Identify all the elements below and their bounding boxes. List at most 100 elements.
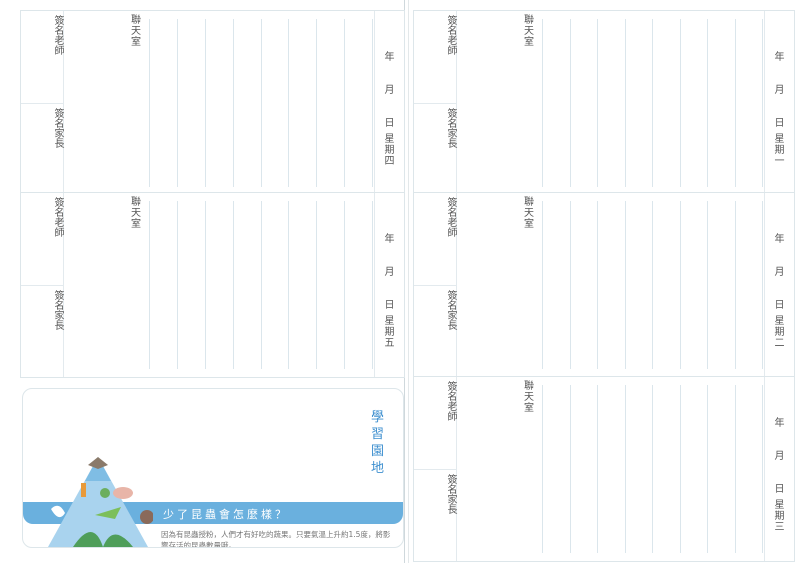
ruled-line	[149, 201, 150, 369]
weekday-text: 星期	[774, 134, 785, 157]
month-label: 月	[384, 266, 395, 278]
ruled-line	[569, 201, 571, 369]
pig-icon	[113, 487, 133, 499]
chat-room-label: 聯天室	[524, 197, 534, 230]
weekday-text: 星期	[384, 134, 395, 157]
weekday-text: 三	[774, 522, 785, 534]
day-entry: 簽名老師 簽名家長 聯天室 年 月 日 星期一	[413, 10, 795, 196]
parent-signature-box[interactable]: 簽名家長	[21, 285, 63, 377]
writing-lines[interactable]	[149, 201, 373, 369]
weekday-label: 星期二	[765, 316, 794, 349]
writing-lines[interactable]	[542, 19, 763, 187]
parent-label: 家長	[52, 310, 63, 330]
teacher-signature-box[interactable]: 簽名老師	[21, 193, 63, 285]
ruled-line	[344, 19, 346, 187]
beetle-icon	[140, 510, 153, 524]
ruled-line	[316, 201, 318, 369]
date-column: 年 月 日 星期五	[374, 193, 404, 377]
weekday-text: 星期	[774, 316, 785, 339]
chat-room-label: 聯天室	[524, 15, 534, 48]
ruled-line	[372, 201, 373, 369]
weekday-label: 星期三	[765, 500, 794, 533]
ruled-line	[762, 385, 763, 553]
month-label: 月	[774, 84, 785, 96]
year-label: 年	[384, 233, 395, 245]
writing-lines[interactable]	[542, 385, 763, 553]
day-label: 日	[774, 300, 785, 312]
ruled-line	[288, 19, 290, 187]
signature-label: 簽名	[445, 15, 456, 35]
ruled-line	[232, 201, 234, 369]
weekday-text: 星期	[774, 500, 785, 523]
teacher-label: 老師	[445, 217, 456, 237]
signature-column: 簽名老師 簽名家長	[21, 11, 64, 195]
writing-lines[interactable]	[149, 19, 373, 187]
teacher-signature-box[interactable]: 簽名老師	[414, 11, 456, 103]
learning-corner: 學習園地 少了昆蟲會怎麼樣？ 因為有昆蟲授粉，人們才有好吃的蔬果。只要氣溫上升約…	[22, 388, 404, 548]
weekday-text: 一	[774, 156, 785, 168]
teacher-label: 老師	[52, 217, 63, 237]
ruled-line	[597, 201, 598, 369]
weekday-label: 星期一	[765, 134, 794, 167]
writing-lines[interactable]	[542, 201, 763, 369]
signature-column: 簽名老師 簽名家長	[414, 377, 457, 561]
year-label: 年	[774, 417, 785, 429]
ruled-line	[372, 19, 373, 187]
signature-label: 簽名	[52, 197, 63, 217]
ruled-line	[679, 385, 681, 553]
day-label: 日	[384, 118, 395, 130]
signature-label: 簽名	[445, 108, 456, 128]
teacher-signature-box[interactable]: 簽名老師	[21, 11, 63, 103]
ruled-line	[734, 19, 736, 187]
ruled-line	[542, 19, 543, 187]
learning-corner-body: 因為有昆蟲授粉，人們才有好吃的蔬果。只要氣溫上升約1.5度，將影響存活的昆蟲數量…	[161, 530, 391, 548]
parent-signature-box[interactable]: 簽名家長	[414, 469, 456, 561]
ruled-line	[316, 19, 318, 187]
ruled-line	[597, 19, 598, 187]
parent-signature-box[interactable]: 簽名家長	[414, 285, 456, 377]
ruled-line	[204, 201, 206, 369]
ruled-line	[652, 385, 653, 553]
ruled-line	[260, 201, 262, 369]
left-page: 簽名老師 簽名家長 聯天室 年 月 日 星期四 簽名老師 簽名家長 聯天室 年 …	[20, 0, 405, 563]
signature-label: 簽名	[445, 197, 456, 217]
parent-label: 家長	[445, 128, 456, 148]
parent-signature-box[interactable]: 簽名家長	[21, 103, 63, 195]
parent-label: 家長	[52, 128, 63, 148]
ruled-line	[652, 201, 653, 369]
frog-icon	[100, 488, 110, 498]
year-label: 年	[384, 51, 395, 63]
date-column: 年 月 日 星期二	[764, 193, 794, 377]
month-label: 月	[384, 84, 395, 96]
ruled-line	[707, 201, 708, 369]
signature-column: 簽名老師 簽名家長	[414, 193, 457, 377]
ruled-line	[344, 201, 346, 369]
signature-label: 簽名	[52, 15, 63, 35]
teacher-label: 老師	[445, 401, 456, 421]
grasshopper-icon	[95, 507, 121, 519]
ruled-line	[707, 385, 708, 553]
ruled-line	[542, 385, 543, 553]
parent-label: 家長	[445, 494, 456, 514]
ruled-line	[679, 19, 681, 187]
date-column: 年 月 日 星期三	[764, 377, 794, 561]
year-label: 年	[774, 233, 785, 245]
ruled-line	[734, 201, 736, 369]
ruled-line	[597, 385, 598, 553]
parent-signature-box[interactable]: 簽名家長	[414, 103, 456, 195]
signature-label: 簽名	[445, 474, 456, 494]
day-entry: 簽名老師 簽名家長 聯天室 年 月 日 星期二	[413, 192, 795, 378]
day-label: 日	[774, 118, 785, 130]
day-entry: 簽名老師 簽名家長 聯天室 年 月 日 星期三	[413, 376, 795, 562]
butterfly-icon	[51, 505, 65, 518]
chat-room-label: 聯天室	[524, 381, 534, 414]
ruled-line	[542, 201, 543, 369]
ruled-line	[260, 19, 262, 187]
teacher-signature-box[interactable]: 簽名老師	[414, 193, 456, 285]
ruled-line	[288, 201, 290, 369]
teacher-signature-box[interactable]: 簽名老師	[414, 377, 456, 469]
chat-room-label: 聯天室	[131, 15, 141, 48]
day-label: 日	[774, 484, 785, 496]
ruled-line	[232, 19, 234, 187]
weekday-text: 四	[384, 156, 395, 168]
